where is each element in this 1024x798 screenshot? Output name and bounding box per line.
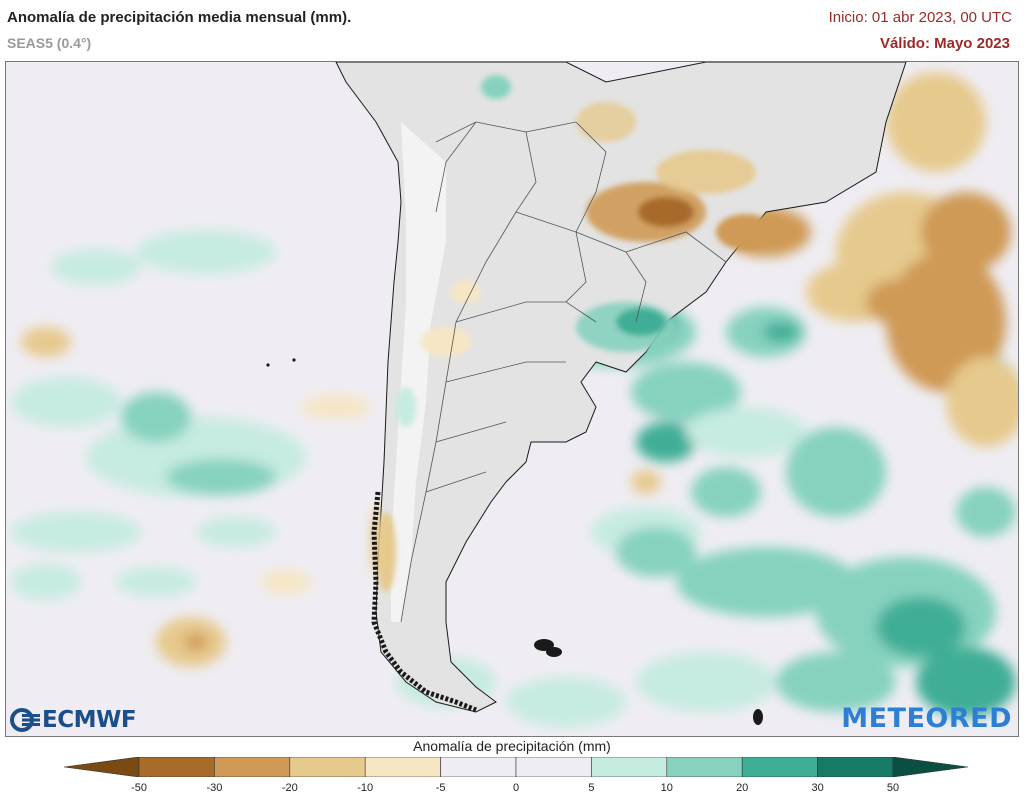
colorbar-bin (440, 757, 517, 777)
land-anomaly-field (376, 75, 776, 592)
islands (266, 358, 763, 725)
colorbar-tick-label: 0 (512, 782, 520, 794)
model-label: SEAS5 (0.4°) (7, 35, 92, 51)
colorbar-bin (214, 757, 291, 777)
map-panel[interactable] (5, 61, 1019, 737)
colorbar-bin (289, 757, 366, 777)
colorbar-bin (515, 757, 592, 777)
colorbar (64, 757, 968, 777)
colorbar-extend-low (64, 757, 140, 777)
colorbar-bin (817, 757, 894, 777)
fjord-coastline (371, 491, 477, 713)
colorbar-bin (666, 757, 743, 777)
colorbar-tick-label: -10 (357, 782, 374, 794)
colorbar-tick-label: 10 (660, 782, 673, 794)
colorbar-bin (741, 757, 818, 777)
andes-relief (391, 122, 446, 622)
colorbar-tick-label: -20 (281, 782, 298, 794)
colorbar-tick-label: -5 (435, 782, 446, 794)
colorbar-bin (138, 757, 215, 777)
colorbar-bin (364, 757, 441, 777)
map-title: Anomalía de precipitación media mensual … (7, 9, 352, 26)
positive-anomaly-field (11, 64, 1016, 727)
colorbar-tick-label: -50 (131, 782, 147, 794)
ecmwf-logo: ECMWF (10, 706, 137, 734)
meteored-logo: METEORED (841, 703, 1012, 734)
colorbar-tick-label: 5 (588, 782, 595, 794)
ecmwf-symbol-icon (10, 708, 40, 732)
colorbar-tick-label: 20 (736, 782, 749, 794)
init-date: Inicio: 01 abr 2023, 00 UTC (828, 9, 1012, 26)
ecmwf-logo-text: ECMWF (42, 707, 137, 733)
colorbar-extend-high (892, 757, 968, 777)
country-borders (400, 121, 727, 623)
colorbar-tick-label: 50 (886, 782, 900, 794)
colorbar-tick-label: -30 (206, 782, 223, 794)
colorbar-title: Anomalía de precipitación (mm) (413, 738, 611, 754)
colorbar-tick-label: 30 (811, 782, 824, 794)
south-america-landmass (335, 62, 907, 713)
map-canvas (6, 62, 1018, 736)
colorbar-bin (591, 757, 668, 777)
valid-date: Válido: Mayo 2023 (879, 35, 1010, 52)
